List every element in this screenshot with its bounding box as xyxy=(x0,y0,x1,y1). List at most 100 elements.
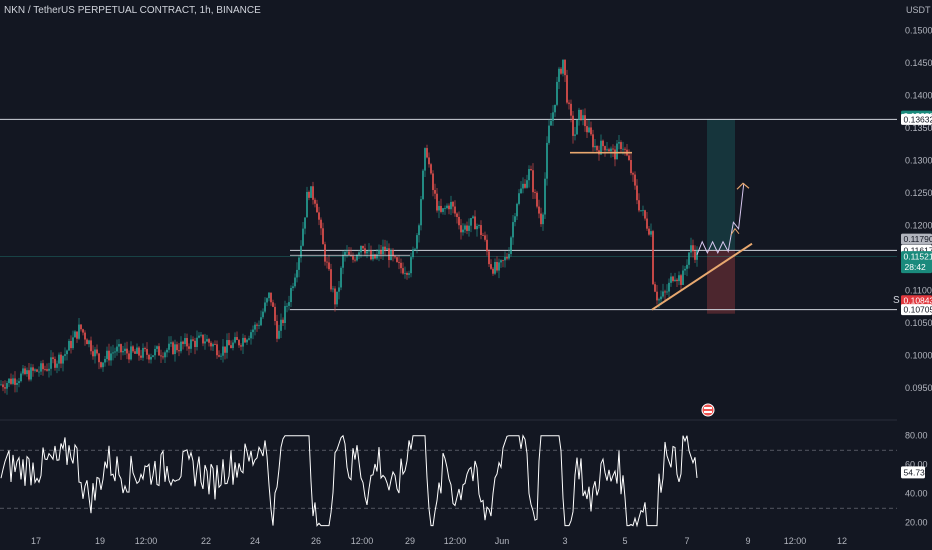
candle-body xyxy=(106,350,108,359)
candle-body xyxy=(214,344,216,345)
candle-body xyxy=(678,275,680,282)
candle-body xyxy=(396,257,398,262)
event-marker[interactable] xyxy=(701,403,715,417)
candle-body xyxy=(224,346,226,353)
candle-body xyxy=(188,346,190,349)
candle-body xyxy=(260,317,262,326)
candle-body xyxy=(490,264,492,269)
candle-body xyxy=(6,383,8,389)
candle-body xyxy=(690,245,692,253)
candle-body xyxy=(552,112,554,121)
candle-body xyxy=(680,275,682,285)
candle-body xyxy=(446,205,448,209)
candle-body xyxy=(638,200,640,211)
candle-body xyxy=(380,250,382,255)
candle-body xyxy=(408,273,410,275)
price-label-text: 0.11521 xyxy=(904,252,932,262)
candle-body xyxy=(394,256,396,258)
projection-path[interactable] xyxy=(696,183,745,255)
candle-body xyxy=(200,334,202,336)
candle-body xyxy=(192,339,194,341)
candle-body xyxy=(338,287,340,292)
candle-body xyxy=(432,173,434,191)
candle-body xyxy=(474,216,476,230)
candle-body xyxy=(142,348,144,358)
candle-body xyxy=(622,148,624,150)
candle-body xyxy=(136,347,138,354)
candle-body xyxy=(336,291,338,305)
candle-body xyxy=(54,358,56,368)
candle-body xyxy=(458,216,460,226)
candle-body xyxy=(330,269,332,290)
candle-body xyxy=(52,357,54,359)
candle-body xyxy=(176,344,178,351)
candle-body xyxy=(594,145,596,148)
candle-body xyxy=(536,192,538,207)
candle-body xyxy=(452,201,454,207)
candle-body xyxy=(654,284,656,292)
candle-body xyxy=(366,251,368,254)
candle-body xyxy=(360,245,362,253)
candle-body xyxy=(104,358,106,363)
long-position-zone[interactable] xyxy=(707,119,735,314)
candle-body xyxy=(538,206,540,214)
drawings[interactable] xyxy=(290,151,753,311)
candle-body xyxy=(28,370,30,380)
candle-body xyxy=(240,345,242,347)
candle-body xyxy=(302,228,304,246)
candle-body xyxy=(130,346,132,360)
candle-body xyxy=(310,186,312,198)
candle-body xyxy=(550,120,552,126)
candle-body xyxy=(592,134,594,148)
rsi-current-value: 54.73 xyxy=(904,467,926,477)
candle-body xyxy=(264,302,266,312)
candle-body xyxy=(274,306,276,322)
price-label-text: 0.11617 xyxy=(904,245,932,255)
candle-body xyxy=(400,262,402,269)
price-label-countdown: 28:42 xyxy=(905,262,927,272)
candle-body xyxy=(352,255,354,260)
candle-body xyxy=(64,354,66,356)
candle-body xyxy=(36,369,38,372)
candle-body xyxy=(450,201,452,210)
candle-body xyxy=(262,311,264,318)
candle-body xyxy=(284,306,286,324)
candle-body xyxy=(62,355,64,364)
candle-body xyxy=(44,369,46,370)
candle-body xyxy=(290,288,292,303)
price-label-text: 0.13632 xyxy=(904,114,932,124)
candle-body xyxy=(152,355,154,357)
chart-title: NKN / TetherUS PERPETUAL CONTRACT, 1h, B… xyxy=(4,5,261,16)
rsi-tick-label: 20.00 xyxy=(905,518,928,528)
candle-body xyxy=(670,276,672,283)
time-tick-label: 5 xyxy=(622,536,627,546)
candle-body xyxy=(514,216,516,223)
candle-body xyxy=(636,185,638,201)
candle-body xyxy=(232,342,234,349)
candle-body xyxy=(268,292,270,299)
ascending-trendline[interactable] xyxy=(651,242,753,311)
candle-body xyxy=(692,245,694,252)
candle-body xyxy=(494,261,496,274)
candle-body xyxy=(534,192,536,193)
candle-body xyxy=(378,250,380,255)
projection-arrowhead[interactable] xyxy=(736,182,750,190)
candle-body xyxy=(102,362,104,368)
candle-body xyxy=(504,257,506,261)
candle-body xyxy=(216,344,218,356)
projection-arrowhead-small[interactable] xyxy=(730,227,740,236)
candle-body xyxy=(286,305,288,307)
candle-body xyxy=(368,250,370,252)
target-zone[interactable] xyxy=(707,119,735,251)
candle-body xyxy=(544,178,546,215)
candle-body xyxy=(388,248,390,261)
candle-body xyxy=(580,109,582,120)
candle-body xyxy=(462,229,464,233)
candle-body xyxy=(466,225,468,231)
stop-zone[interactable] xyxy=(707,250,735,314)
candle-body xyxy=(694,251,696,260)
